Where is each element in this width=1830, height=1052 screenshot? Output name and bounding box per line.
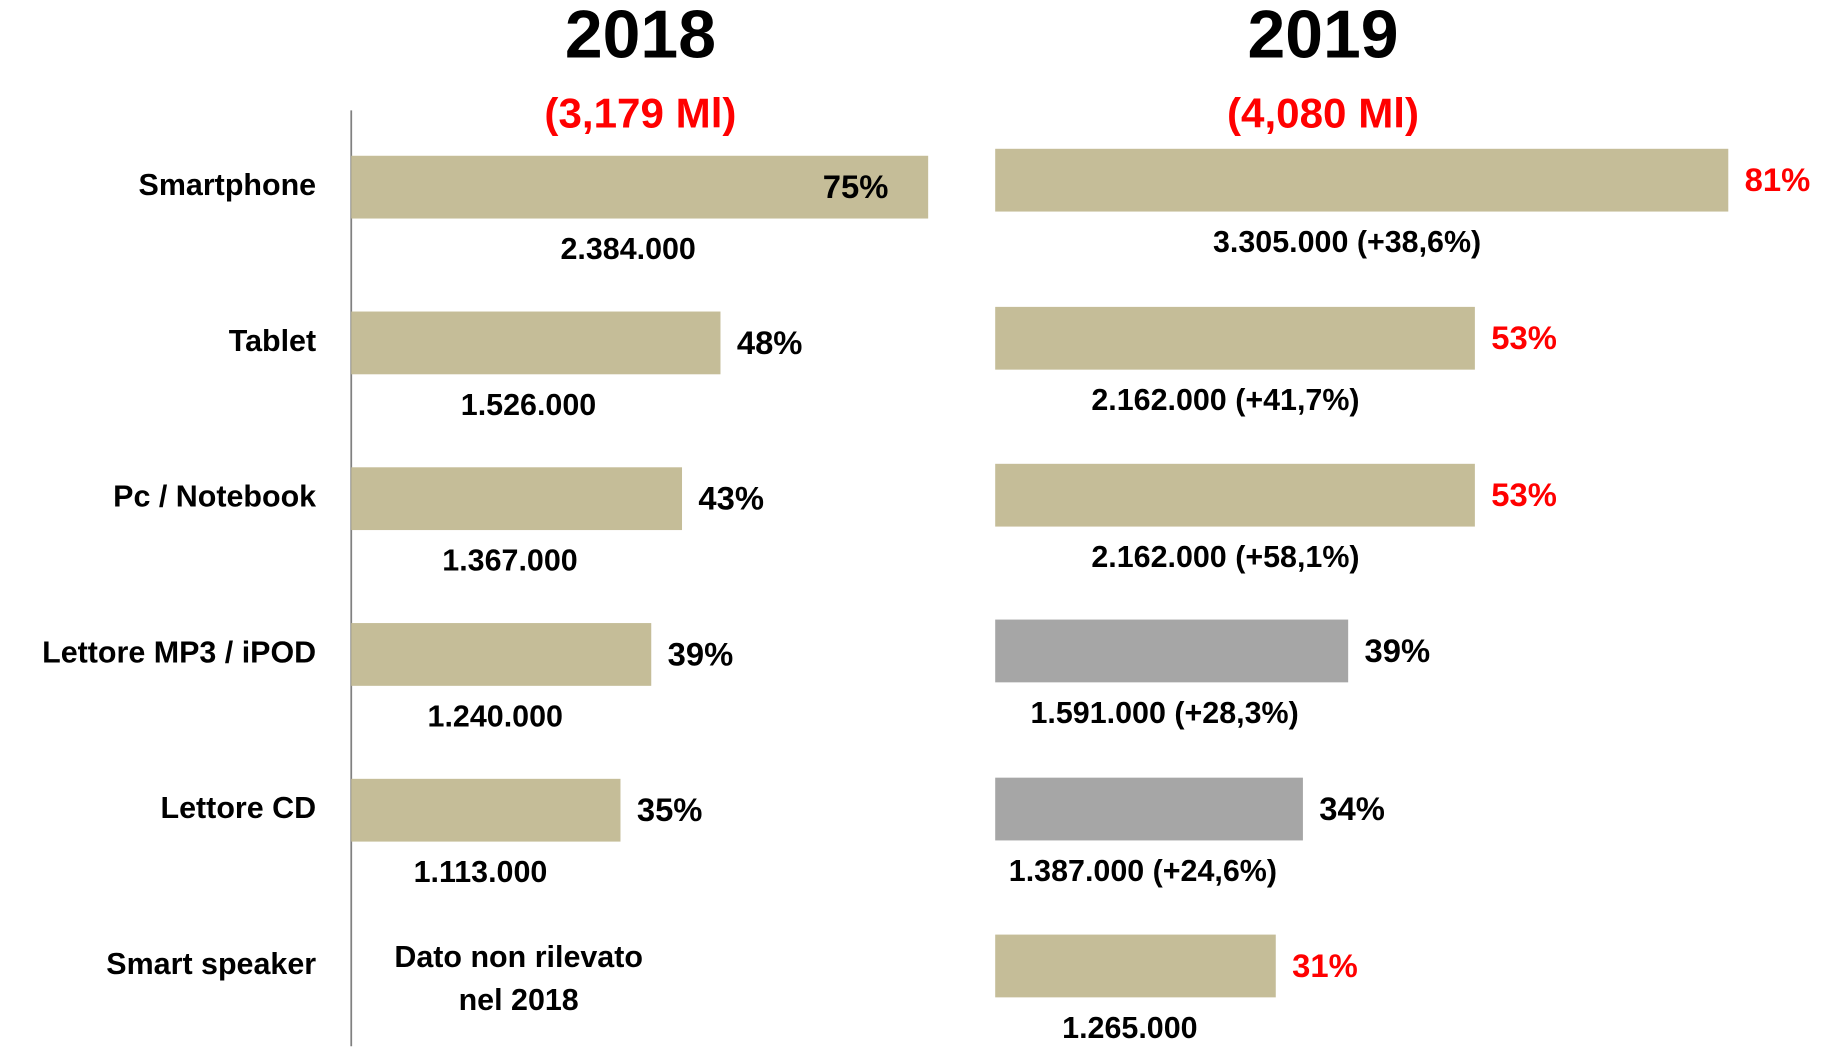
- category-label: Lettore MP3 / iPOD: [42, 637, 316, 670]
- category-label: Tablet: [229, 325, 316, 358]
- value-label: 35%: [637, 791, 703, 828]
- sublabel: 2.384.000: [560, 233, 695, 266]
- bar: [351, 778, 621, 842]
- value-label: 39%: [668, 635, 734, 672]
- bar: [351, 623, 652, 686]
- annotation: nel 2018: [459, 984, 579, 1017]
- bar: [995, 934, 1276, 998]
- bar: [995, 777, 1303, 841]
- bar: [351, 155, 929, 219]
- sublabel: 2.162.000 (+58,1%): [1091, 541, 1359, 574]
- value-label: 31%: [1292, 947, 1358, 984]
- sublabel: 1.240.000: [428, 700, 563, 733]
- sublabel: 1.387.000 (+24,6%): [1009, 855, 1277, 888]
- bar: [995, 148, 1729, 212]
- value-label: 48%: [737, 324, 803, 361]
- sublabel: 2.162.000 (+41,7%): [1091, 384, 1359, 417]
- bar: [351, 467, 683, 531]
- value-label: 75%: [823, 168, 889, 205]
- sublabel: 1.591.000 (+28,3%): [1031, 697, 1299, 730]
- category-label: Smart speaker: [106, 948, 316, 981]
- chart-subtitle: (4,080 Ml): [1227, 89, 1419, 136]
- sublabel: 1.367.000: [442, 545, 577, 578]
- value-label: 43%: [698, 480, 764, 517]
- chart-title: 2019: [1248, 0, 1399, 72]
- chart-title: 2018: [565, 0, 716, 72]
- sublabel: 3.305.000 (+38,6%): [1213, 226, 1481, 259]
- category-label: Smartphone: [139, 169, 317, 202]
- value-label: 81%: [1745, 161, 1811, 198]
- value-label: 53%: [1491, 476, 1557, 513]
- sublabel: 1.113.000: [414, 856, 548, 889]
- chart-subtitle: (3,179 Ml): [544, 89, 736, 136]
- bar: [351, 311, 721, 375]
- value-label: 34%: [1319, 790, 1385, 827]
- bar: [995, 619, 1349, 683]
- sublabel: 1.526.000: [461, 389, 596, 422]
- sublabel: 1.265.000: [1062, 1012, 1197, 1045]
- category-label: Lettore CD: [161, 792, 317, 825]
- value-label: 39%: [1365, 632, 1431, 669]
- category-label: Pc / Notebook: [113, 481, 316, 514]
- value-label: 53%: [1491, 319, 1557, 356]
- annotation: Dato non rilevato: [394, 941, 643, 974]
- bar: [995, 306, 1475, 370]
- bar: [995, 463, 1475, 527]
